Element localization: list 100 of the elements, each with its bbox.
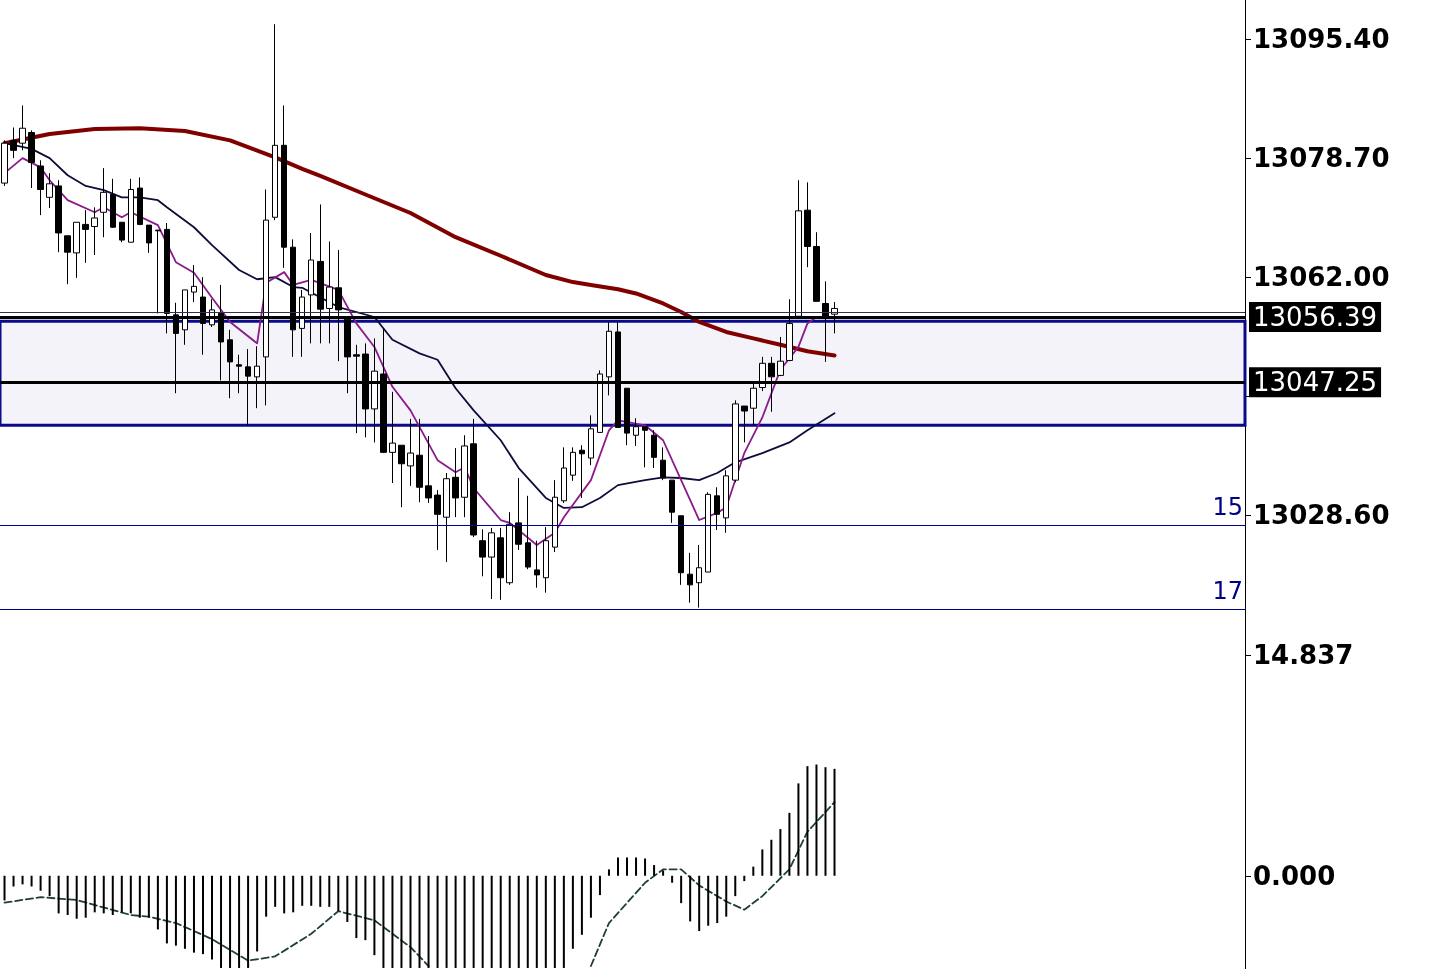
- bar: [138, 875, 141, 918]
- candlestick: [705, 491, 711, 573]
- bar: [220, 875, 223, 968]
- bar: [526, 875, 529, 968]
- bar: [680, 875, 683, 904]
- bar: [400, 875, 403, 968]
- candlestick: [723, 469, 729, 534]
- bar: [247, 875, 250, 968]
- bar: [201, 875, 204, 955]
- candlestick: [479, 528, 486, 577]
- bar: [589, 875, 592, 918]
- line-series: [2, 126, 837, 358]
- candlestick: [128, 178, 134, 243]
- bar: [427, 875, 430, 968]
- y-tick-label: 14.837: [1253, 640, 1354, 671]
- line-series: [590, 801, 836, 967]
- candlestick: [732, 399, 739, 483]
- bar: [626, 857, 629, 876]
- candlestick: [272, 23, 278, 221]
- bar: [364, 875, 367, 941]
- bar: [183, 875, 186, 949]
- bar: [39, 875, 42, 891]
- candlestick: [660, 446, 666, 481]
- bar: [382, 875, 385, 968]
- bar: [66, 875, 69, 916]
- candlestick: [813, 231, 820, 302]
- bar: [445, 875, 448, 968]
- bar: [815, 764, 818, 876]
- bar: [725, 875, 728, 917]
- bar: [211, 875, 214, 960]
- candlestick: [741, 405, 748, 443]
- bar: [508, 875, 511, 968]
- candlestick: [28, 129, 35, 189]
- bar: [598, 875, 601, 896]
- bar: [229, 875, 232, 968]
- bar: [102, 875, 105, 914]
- bar: [292, 875, 295, 913]
- candlestick: [281, 104, 287, 269]
- bar: [355, 875, 358, 939]
- candlestick: [155, 229, 161, 314]
- bar: [30, 875, 33, 887]
- bar: [238, 875, 241, 968]
- bar: [635, 857, 638, 876]
- bar: [698, 875, 701, 932]
- candlestick: [777, 336, 784, 377]
- bar: [743, 875, 746, 882]
- candlestick: [425, 435, 432, 504]
- candlestick: [497, 527, 504, 601]
- candlestick: [407, 418, 414, 487]
- bar: [716, 875, 719, 924]
- bar: [3, 875, 6, 901]
- candlestick: [651, 429, 657, 469]
- bar: [499, 875, 502, 968]
- candlestick: [579, 444, 585, 499]
- bar: [752, 866, 755, 876]
- bar: [553, 875, 556, 968]
- bar: [644, 858, 647, 876]
- candlestick: [461, 434, 468, 518]
- bar: [707, 875, 710, 926]
- candlestick: [55, 179, 62, 253]
- candlestick: [119, 221, 125, 243]
- bar: [544, 875, 547, 968]
- y-tick-label: 13062.00: [1253, 262, 1390, 293]
- bar: [806, 766, 809, 876]
- bar: [616, 857, 619, 876]
- candlestick: [633, 417, 639, 447]
- bar: [653, 865, 656, 876]
- bar: [481, 875, 484, 968]
- bar: [391, 875, 394, 968]
- candlestick: [552, 479, 558, 553]
- bar: [84, 875, 87, 918]
- annotation: 15: [1212, 493, 1244, 522]
- candlestick: [515, 477, 522, 551]
- bar: [571, 875, 574, 949]
- candlestick: [10, 127, 17, 159]
- candlestick: [64, 235, 71, 285]
- bar: [274, 875, 277, 907]
- bar: [21, 875, 24, 885]
- candlestick: [146, 224, 152, 254]
- bar: [761, 849, 764, 876]
- bar: [454, 875, 457, 968]
- candlestick: [687, 552, 693, 604]
- bar: [463, 875, 466, 968]
- candlestick: [678, 515, 684, 586]
- candlestick: [443, 472, 450, 563]
- bar: [535, 875, 538, 968]
- bar: [409, 875, 412, 968]
- y-tick-label: 0.000: [1253, 860, 1336, 891]
- bar: [174, 875, 177, 946]
- bar: [120, 875, 123, 913]
- bar: [607, 869, 610, 876]
- bar: [788, 812, 791, 876]
- candlestick: [19, 104, 26, 151]
- bar: [337, 875, 340, 912]
- bar: [562, 875, 565, 968]
- y-tick-label: 13095.40: [1253, 24, 1390, 55]
- ref-line-label: 13047.25: [1253, 367, 1378, 398]
- ref-line-label: 13056.39: [1253, 302, 1378, 333]
- candlestick: [525, 495, 531, 570]
- bar: [671, 875, 674, 883]
